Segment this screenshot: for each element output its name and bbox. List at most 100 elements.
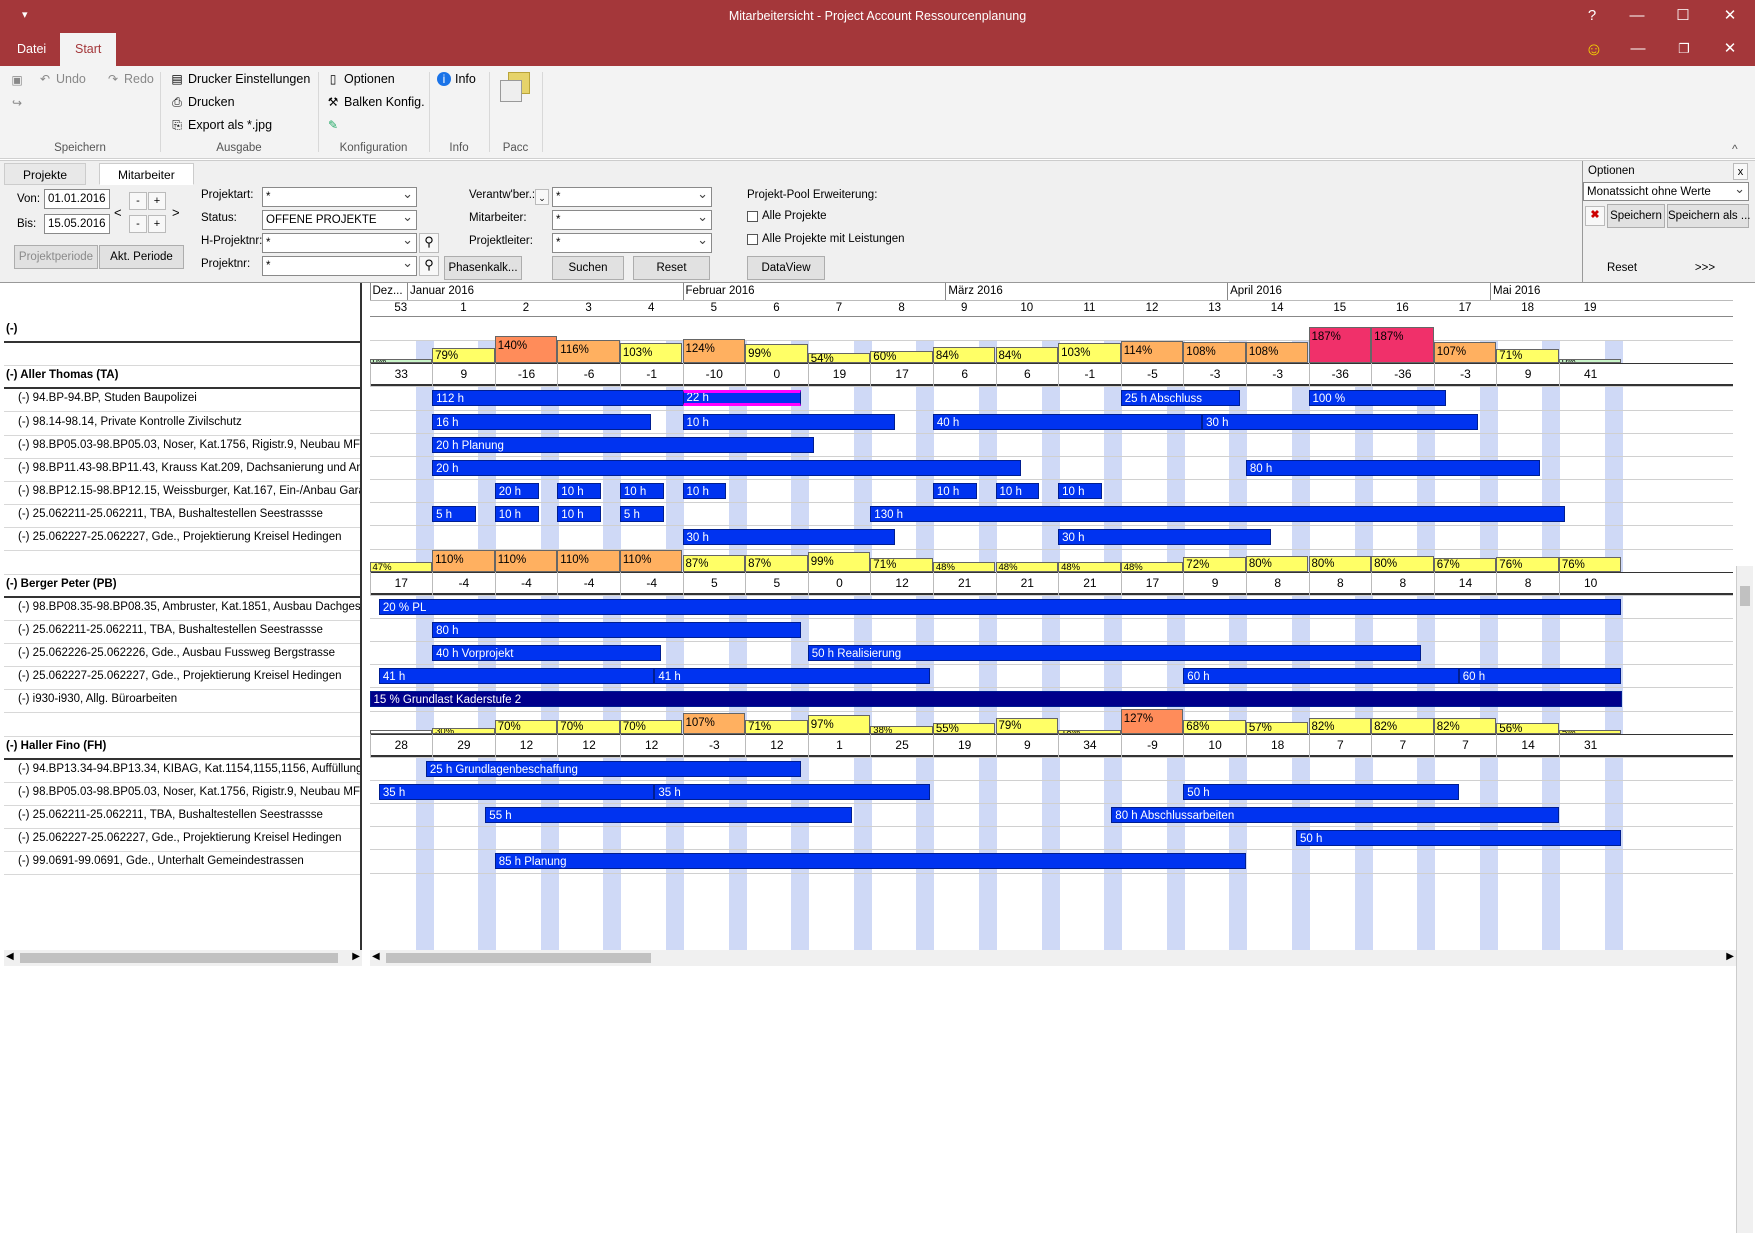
- project-bar[interactable]: 55 h: [485, 807, 852, 824]
- tab-datei[interactable]: Datei: [17, 42, 47, 56]
- redo-small-icon[interactable]: ↪: [11, 96, 23, 110]
- project-bar[interactable]: 10 h: [557, 506, 602, 523]
- suchen-button[interactable]: Suchen: [552, 256, 624, 280]
- row-label-project[interactable]: (-) 98.BP05.03-98.BP05.03, Noser, Kat.17…: [4, 433, 360, 459]
- reset-button[interactable]: Reset: [633, 256, 710, 280]
- wand-icon[interactable]: ✎: [327, 118, 339, 132]
- row-label-project[interactable]: (-) 98.BP05.03-98.BP05.03, Noser, Kat.17…: [4, 780, 360, 806]
- project-bar[interactable]: 22 h: [682, 390, 802, 407]
- minimize-button[interactable]: —: [1629, 7, 1645, 24]
- options-save-button[interactable]: Speichern: [1607, 204, 1665, 228]
- project-bar[interactable]: 41 h: [654, 668, 930, 685]
- print-button[interactable]: ⎙ Drucken: [170, 95, 234, 109]
- row-label-project[interactable]: (-) 98.BP11.43-98.BP11.43, Krauss Kat.20…: [4, 456, 360, 482]
- chart-scroll-left-icon[interactable]: ◀: [372, 951, 380, 962]
- save-icon[interactable]: ▣: [11, 73, 23, 87]
- project-bar[interactable]: 30 h: [1202, 413, 1478, 430]
- document-restore-button[interactable]: ❐: [1678, 41, 1690, 56]
- project-bar[interactable]: 35 h: [654, 784, 930, 800]
- export-jpg-button[interactable]: ⎘ Export als *.jpg: [170, 118, 272, 132]
- list-scroll-thumb[interactable]: [20, 953, 338, 963]
- options-close-button[interactable]: x: [1733, 163, 1748, 180]
- project-bar[interactable]: 35 h: [378, 784, 655, 800]
- project-bar[interactable]: 25 h Grundlagenbeschaffung: [425, 760, 802, 777]
- projektart-select[interactable]: *: [262, 187, 417, 207]
- project-bar[interactable]: 25 h Abschluss: [1120, 390, 1240, 407]
- tab-start[interactable]: Start: [60, 33, 117, 66]
- project-bar[interactable]: 80 h: [432, 621, 802, 638]
- period-prev-button[interactable]: <: [114, 205, 122, 220]
- help-button[interactable]: ?: [1587, 7, 1597, 24]
- project-bar[interactable]: 40 h: [932, 413, 1203, 430]
- period-next-button[interactable]: >: [172, 205, 180, 220]
- options-save-as-button[interactable]: Speichern als ...: [1667, 204, 1750, 228]
- quick-access-menu-icon[interactable]: ▾: [22, 9, 28, 21]
- row-label-project[interactable]: (-) 98.BP08.35-98.BP08.35, Ambruster, Ka…: [4, 595, 360, 621]
- row-label-project[interactable]: (-) 99.0691-99.0691, Gde., Unterhalt Gem…: [4, 849, 360, 876]
- verantw-toggle-icon[interactable]: ⌄: [535, 189, 549, 205]
- alle-leistungen-checkbox[interactable]: [747, 234, 758, 245]
- project-bar[interactable]: 20 % PL: [378, 598, 1622, 615]
- options-reset-button[interactable]: Reset: [1606, 262, 1638, 274]
- row-label-util[interactable]: [4, 340, 360, 367]
- chart-scroll-right-icon[interactable]: ▶: [1726, 951, 1734, 962]
- status-select[interactable]: OFFENE PROJEKTE: [262, 210, 417, 230]
- project-bar[interactable]: 20 h Planung: [432, 436, 814, 453]
- hprojektnr-select[interactable]: *: [262, 233, 417, 253]
- project-bar[interactable]: 50 h: [1183, 784, 1459, 800]
- hprojektnr-search-icon[interactable]: ⚲: [419, 233, 439, 253]
- von-date-input[interactable]: 01.01.2016: [44, 189, 110, 209]
- project-bar[interactable]: 85 h Planung: [494, 853, 1246, 870]
- tab-mitarbeiter[interactable]: Mitarbeiter: [99, 163, 194, 185]
- row-label-person[interactable]: (-) Berger Peter (PB): [4, 572, 360, 598]
- row-label-person[interactable]: (-) Aller Thomas (TA): [4, 363, 360, 390]
- project-bar[interactable]: 10 h: [682, 483, 727, 500]
- scroll-right-icon[interactable]: ▶: [352, 951, 360, 962]
- smiley-icon[interactable]: ☺: [1584, 39, 1604, 59]
- project-bar[interactable]: 60 h: [1458, 668, 1622, 685]
- row-label-project[interactable]: (-) 94.BP-94.BP, Studen Baupolizei: [4, 386, 360, 413]
- row-label-person[interactable]: (-) Haller Fino (FH): [4, 734, 360, 760]
- undo-button[interactable]: ↶ Undo: [38, 72, 86, 86]
- project-bar[interactable]: 30 h: [682, 529, 896, 546]
- tab-projekte[interactable]: Projekte: [4, 163, 87, 185]
- document-minimize-button[interactable]: —: [1630, 40, 1646, 57]
- project-bar[interactable]: 10 h: [682, 413, 896, 430]
- phasenkalk-button[interactable]: Phasenkalk...: [444, 256, 522, 280]
- redo-button[interactable]: ↷ Redo: [106, 72, 154, 86]
- row-label-util[interactable]: [4, 711, 360, 737]
- period-start-minus-button[interactable]: -: [129, 192, 147, 210]
- scroll-left-icon[interactable]: ◀: [6, 951, 14, 962]
- chart-horizontal-scrollbar[interactable]: ◀ ▶: [370, 950, 1736, 966]
- row-label-project[interactable]: (-) 94.BP13.34-94.BP13.34, KIBAG, Kat.11…: [4, 757, 360, 783]
- list-horizontal-scrollbar[interactable]: ◀ ▶: [4, 950, 362, 966]
- scroll-thumb[interactable]: [1740, 586, 1750, 606]
- row-label-project[interactable]: (-) 25.062226-25.062226, Gde., Ausbau Fu…: [4, 641, 360, 668]
- period-end-minus-button[interactable]: -: [129, 215, 147, 233]
- printer-settings-button[interactable]: ▤ Drucker Einstellungen: [170, 72, 310, 86]
- verantw-select[interactable]: *: [552, 187, 712, 207]
- project-bar[interactable]: 50 h: [1295, 830, 1622, 847]
- options-more-button[interactable]: >>>: [1694, 262, 1716, 274]
- row-label-project[interactable]: (-) 25.062211-25.062211, TBA, Bushaltest…: [4, 502, 360, 529]
- delete-icon[interactable]: ✖: [1585, 206, 1605, 226]
- project-bar[interactable]: 16 h: [432, 413, 652, 430]
- row-label-project[interactable]: (-) 25.062227-25.062227, Gde., Projektie…: [4, 664, 360, 691]
- projektnr-search-icon[interactable]: ⚲: [419, 256, 439, 276]
- project-bar[interactable]: 112 h: [432, 390, 708, 407]
- dataview-button[interactable]: DataView: [747, 256, 825, 280]
- row-label-group[interactable]: (-): [4, 317, 360, 343]
- row-label-project[interactable]: (-) 25.062227-25.062227, Gde., Projektie…: [4, 525, 360, 552]
- close-button[interactable]: ✕: [1723, 7, 1737, 24]
- project-bar[interactable]: 10 h: [995, 483, 1040, 500]
- bar-config-button[interactable]: ⚒ Balken Konfig.: [326, 95, 425, 109]
- row-label-project[interactable]: (-) 98.14-98.14, Private Kontrolle Zivil…: [4, 410, 360, 436]
- alle-projekte-checkbox[interactable]: [747, 211, 758, 222]
- project-bar[interactable]: 20 h: [494, 483, 539, 500]
- chart-scroll-thumb[interactable]: [386, 953, 651, 963]
- project-bar[interactable]: 20 h: [432, 459, 1021, 476]
- project-bar[interactable]: 80 h: [1245, 459, 1541, 476]
- project-bar[interactable]: 100 %: [1308, 390, 1447, 407]
- project-bar[interactable]: 10 h: [1058, 483, 1102, 500]
- document-close-button[interactable]: ✕: [1723, 40, 1737, 57]
